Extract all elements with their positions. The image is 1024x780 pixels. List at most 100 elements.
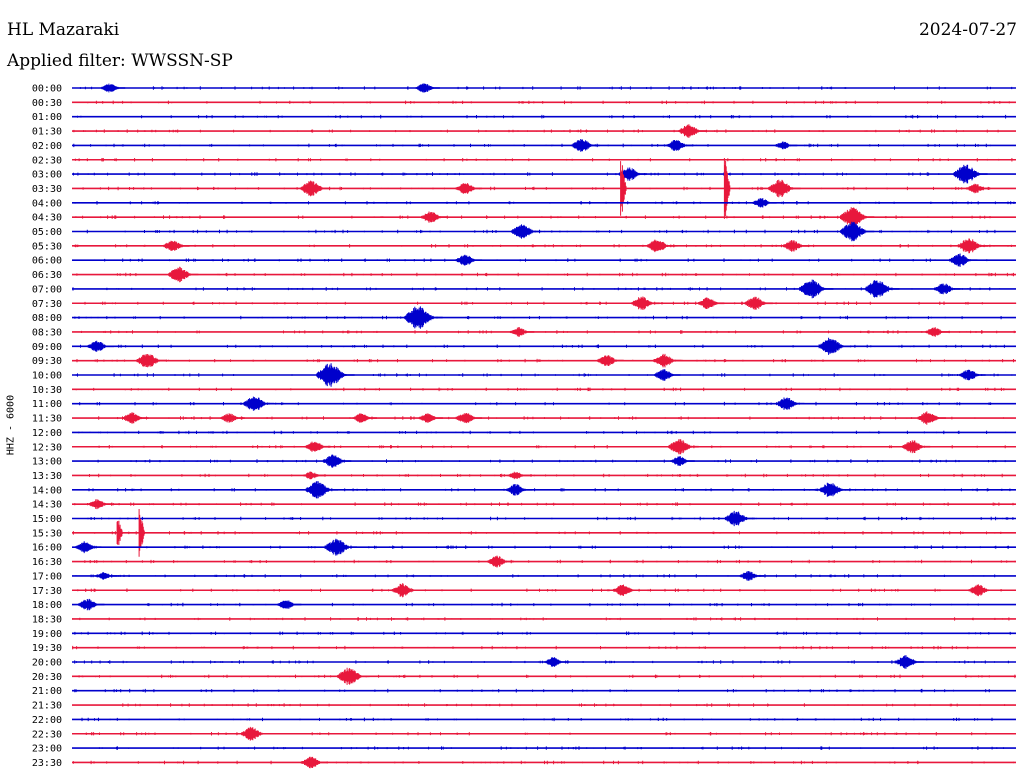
- seismic-event: [968, 584, 995, 597]
- row-time-label: 05:00: [32, 227, 62, 238]
- seismic-event: [768, 179, 801, 198]
- seismic-event: [653, 353, 682, 368]
- row-time-label: 05:30: [32, 241, 62, 252]
- row-time-label: 22:00: [32, 715, 62, 726]
- trace-noise: [76, 358, 1014, 363]
- row-time-label: 10:30: [32, 385, 62, 396]
- trace-noise: [86, 229, 996, 234]
- trace-noise: [81, 717, 993, 722]
- seismic-event: [487, 555, 514, 568]
- row-time-label: 04:30: [32, 213, 62, 224]
- row-time-label: 07:00: [32, 284, 62, 295]
- seismic-event: [631, 296, 660, 310]
- row-time-label: 19:30: [32, 643, 62, 654]
- trace-noise: [82, 186, 990, 191]
- trace-noise: [81, 330, 1015, 334]
- seismic-event: [418, 413, 443, 423]
- row-time-label: 17:00: [32, 571, 62, 582]
- row-time-label: 20:00: [32, 658, 62, 669]
- seismic-event: [300, 180, 331, 197]
- seismic-event: [776, 397, 805, 410]
- record-date: 2024-07-27: [918, 20, 1017, 40]
- seismic-event: [752, 198, 777, 208]
- trace-noise: [79, 401, 1007, 406]
- seismic-event: [799, 279, 834, 299]
- seismic-event: [678, 124, 707, 138]
- seismic-event: [138, 509, 145, 557]
- row-time-label: 23:30: [32, 758, 62, 769]
- row-time-label: 16:00: [32, 543, 62, 554]
- row-time-label: 11:00: [32, 399, 62, 410]
- filter-label: Applied filter: WWSSN-SP: [7, 51, 233, 71]
- seismic-event: [301, 756, 328, 769]
- seismic-event: [404, 306, 443, 329]
- row-time-label: 21:30: [32, 701, 62, 712]
- seismic-event: [840, 221, 875, 242]
- seismic-event: [783, 240, 810, 252]
- row-time-label: 17:30: [32, 586, 62, 597]
- seismic-event: [670, 456, 695, 466]
- row-time-label: 19:00: [32, 629, 62, 640]
- seismic-event: [953, 164, 988, 184]
- seismic-event: [647, 239, 676, 253]
- row-time-label: 15:30: [32, 528, 62, 539]
- trace-noise: [98, 746, 1004, 750]
- trace-noise: [84, 100, 1010, 105]
- seismic-event: [957, 238, 989, 254]
- seismic-event: [455, 413, 483, 424]
- seismic-event: [455, 183, 483, 194]
- seismic-event: [100, 83, 126, 93]
- station-name: HL Mazaraki: [7, 20, 120, 40]
- seismic-event: [277, 600, 302, 609]
- trace-noise: [72, 645, 1000, 650]
- row-time-label: 20:30: [32, 672, 62, 683]
- seismic-event: [352, 413, 377, 423]
- trace-noise: [74, 158, 1013, 162]
- seismic-event: [241, 726, 270, 741]
- seismic-event: [302, 471, 326, 480]
- seismic-event: [544, 657, 569, 667]
- seismic-event: [901, 440, 931, 454]
- seismic-event: [819, 482, 850, 497]
- seismic-event: [959, 369, 986, 381]
- seismic-event: [87, 340, 114, 352]
- seismic-event: [95, 572, 118, 580]
- seismic-event: [392, 583, 421, 598]
- trace-noise: [89, 473, 1003, 478]
- trace-noise: [88, 488, 1011, 492]
- seismic-event: [75, 541, 102, 554]
- row-time-label: 06:30: [32, 270, 62, 281]
- seismic-event: [507, 471, 530, 480]
- seismic-event: [571, 139, 600, 152]
- seismic-event: [304, 441, 332, 452]
- row-time-label: 16:30: [32, 557, 62, 568]
- seismic-event: [934, 283, 961, 295]
- trace-noise: [72, 631, 1011, 636]
- seismic-event: [744, 296, 773, 310]
- row-time-label: 03:30: [32, 184, 62, 195]
- row-time-label: 00:30: [32, 98, 62, 109]
- row-time-label: 01:30: [32, 127, 62, 138]
- row-time-label: 06:00: [32, 256, 62, 267]
- seismic-event: [415, 83, 440, 93]
- trace-noise: [78, 430, 1007, 435]
- seismic-event: [666, 140, 693, 151]
- seismic-event: [668, 439, 699, 455]
- row-time-label: 01:00: [32, 112, 62, 123]
- seismic-event: [136, 354, 167, 368]
- trace-noise: [74, 201, 1015, 205]
- row-time-label: 14:00: [32, 485, 62, 496]
- seismic-event: [917, 411, 946, 425]
- trace-noise: [87, 459, 1006, 463]
- seismic-event: [654, 369, 681, 381]
- trace-noise: [80, 344, 1005, 349]
- row-time-label: 12:30: [32, 442, 62, 453]
- row-time-label: 12:00: [32, 428, 62, 439]
- seismic-event: [966, 183, 991, 194]
- seismic-event: [840, 207, 875, 227]
- row-time-label: 04:00: [32, 198, 62, 209]
- seismic-event: [88, 499, 113, 510]
- row-time-label: 13:00: [32, 457, 62, 468]
- trace-noise: [84, 559, 1016, 564]
